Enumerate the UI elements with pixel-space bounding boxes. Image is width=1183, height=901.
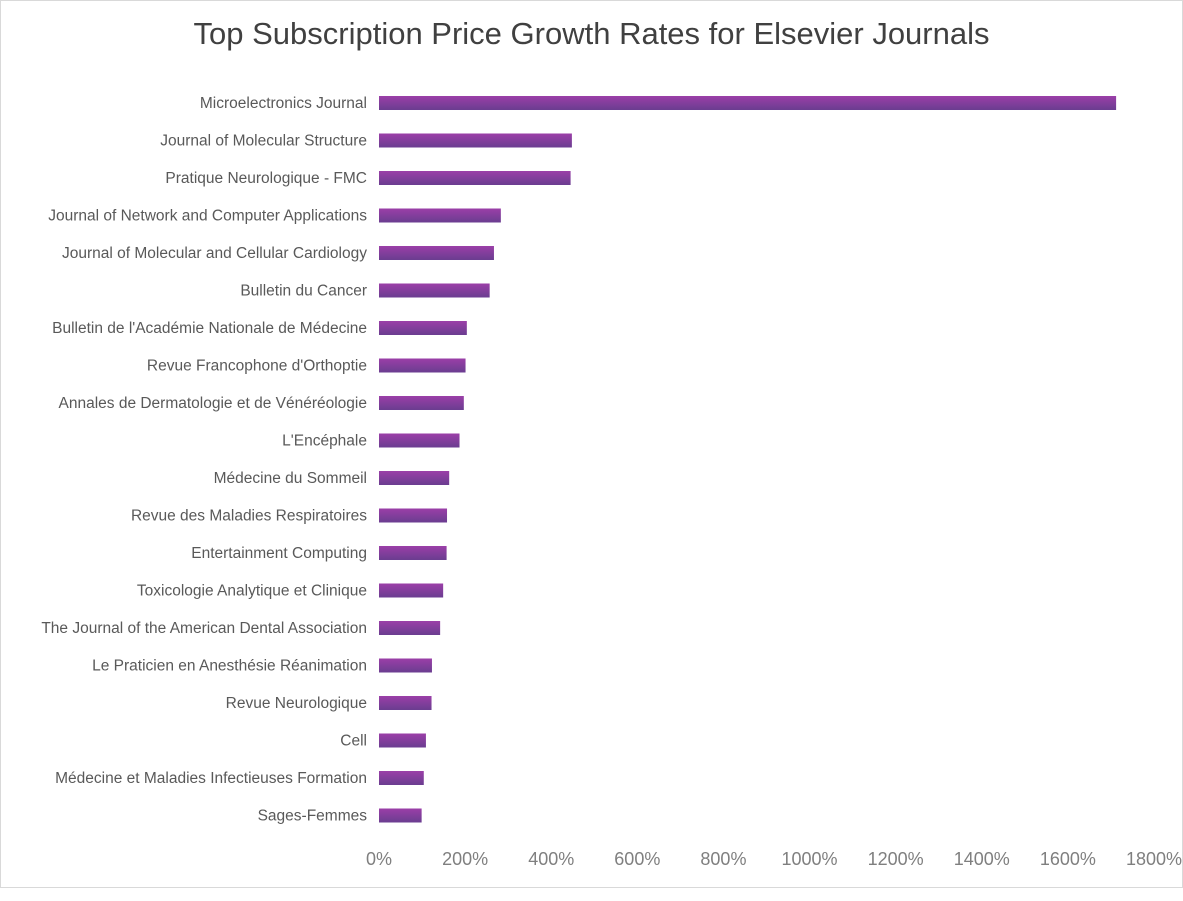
bar — [379, 621, 441, 635]
bar — [379, 133, 572, 148]
bar — [379, 283, 490, 298]
bar — [379, 546, 447, 560]
category-label: Revue Francophone d'Orthoptie — [147, 358, 367, 375]
category-label: Le Praticien en Anesthésie Réanimation — [92, 658, 367, 675]
bar — [379, 471, 450, 485]
bar — [379, 396, 464, 410]
x-tick-label: 0% — [366, 849, 392, 869]
bar — [379, 733, 426, 748]
x-tick-label: 200% — [442, 849, 488, 869]
category-label: Journal of Network and Computer Applicat… — [48, 208, 367, 225]
x-axis-tick-labels: 0% 200% 400% 600% 800% 1000% 1200% 1400% 1600% 18… — [366, 849, 1182, 869]
chart-title: Top Subscription Price Growth Rates for … — [193, 16, 990, 51]
category-label: Médecine et Maladies Infectieuses Format… — [55, 770, 367, 787]
bar — [379, 583, 444, 598]
category-label: Microelectronics Journal — [200, 95, 367, 112]
category-label: Médecine du Sommeil — [214, 470, 367, 487]
x-tick-label: 800% — [700, 849, 746, 869]
category-labels: Microelectronics Journal Journal of Molec… — [41, 95, 367, 825]
x-tick-label: 1000% — [782, 849, 838, 869]
category-label: Annales de Dermatologie et de Vénéréolog… — [59, 395, 368, 412]
category-label: Journal of Molecular Structure — [160, 133, 367, 150]
x-tick-label: 1200% — [868, 849, 924, 869]
x-tick-label: 1600% — [1040, 849, 1096, 869]
bar — [379, 171, 571, 185]
category-label: Journal of Molecular and Cellular Cardio… — [62, 245, 367, 262]
bar — [379, 96, 1117, 110]
category-label: L'Encéphale — [282, 433, 367, 450]
category-label: Sages-Femmes — [258, 808, 368, 825]
category-label: Pratique Neurologique - FMC — [165, 170, 367, 187]
x-tick-label: 1400% — [954, 849, 1010, 869]
category-label: Toxicologie Analytique et Clinique — [137, 583, 367, 600]
category-label: Revue des Maladies Respiratoires — [131, 508, 367, 525]
x-tick-label: 600% — [614, 849, 660, 869]
category-label: Revue Neurologique — [226, 695, 367, 712]
bars-layer — [379, 96, 1117, 823]
category-label: Cell — [340, 733, 367, 750]
bar — [379, 696, 432, 710]
category-label: Entertainment Computing — [191, 545, 367, 562]
bar — [379, 321, 467, 335]
x-tick-label: 1800% — [1126, 849, 1182, 869]
bar — [379, 246, 494, 260]
bar — [379, 358, 466, 373]
category-label: The Journal of the American Dental Assoc… — [41, 620, 367, 637]
bar — [379, 508, 448, 523]
category-label: Bulletin du Cancer — [240, 283, 367, 300]
bar — [379, 771, 424, 785]
bar — [379, 433, 460, 448]
bar — [379, 808, 422, 823]
category-label: Bulletin de l'Académie Nationale de Méde… — [52, 320, 367, 337]
bar — [379, 658, 432, 673]
x-tick-label: 400% — [528, 849, 574, 869]
bar — [379, 208, 501, 223]
